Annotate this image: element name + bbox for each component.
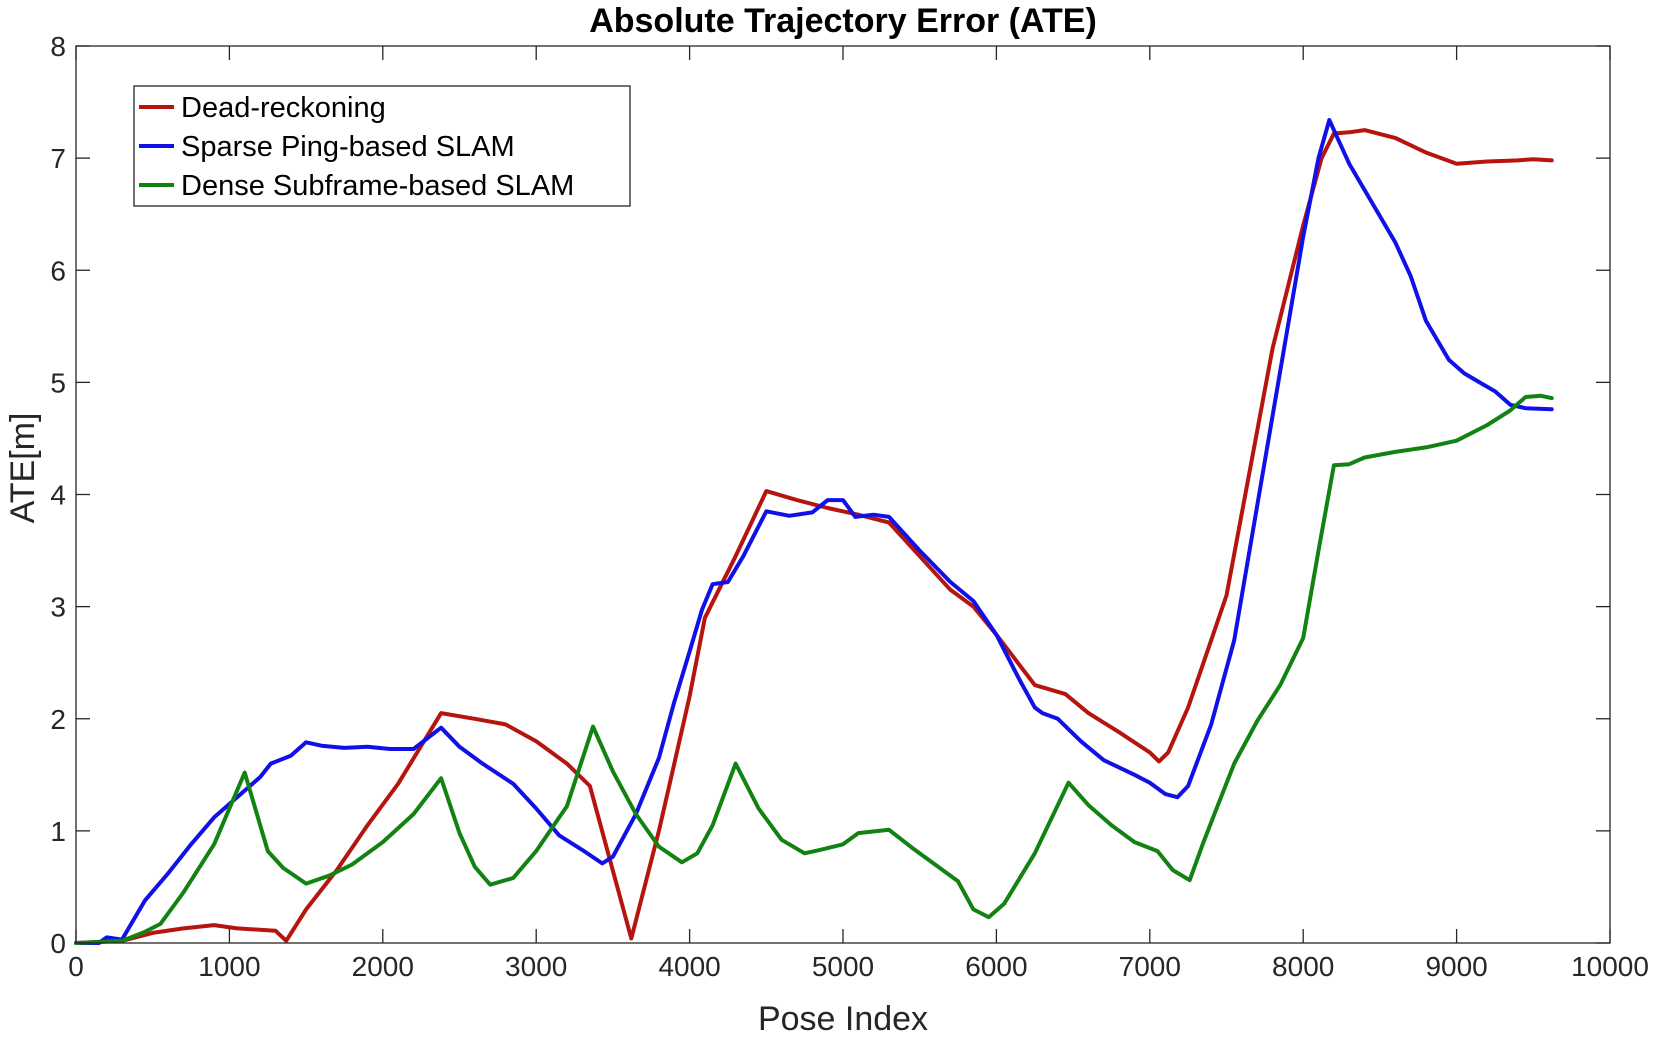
series-line-2 bbox=[74, 393, 1554, 945]
ticks-layer: 0 1000 2000 3000 4000 5000 6000 7000 8000 9000 100… bbox=[50, 31, 1649, 982]
y-tick-label-8: 8 bbox=[50, 31, 66, 62]
legend: Dead-reckoning Sparse Ping-based SLAM Dens… bbox=[133, 85, 631, 207]
legend-label-1: Sparse Ping-based SLAM bbox=[181, 131, 515, 163]
x-tick-label-3: 3000 bbox=[505, 951, 567, 982]
x-tick-label-4: 4000 bbox=[658, 951, 720, 982]
x-tick-label-8: 8000 bbox=[1272, 951, 1334, 982]
x-tick-label-9: 9000 bbox=[1425, 951, 1487, 982]
legend-label-0: Dead-reckoning bbox=[181, 92, 386, 124]
legend-label-2: Dense Subframe-based SLAM bbox=[181, 170, 574, 202]
y-tick-label-1: 1 bbox=[50, 816, 66, 847]
x-tick-label-5: 5000 bbox=[812, 951, 874, 982]
series-layer bbox=[74, 118, 1554, 945]
y-tick-label-0: 0 bbox=[50, 928, 66, 959]
x-tick-label-10: 10000 bbox=[1571, 951, 1649, 982]
legend-box bbox=[133, 85, 631, 207]
x-tick-label-1: 1000 bbox=[198, 951, 260, 982]
y-tick-label-6: 6 bbox=[50, 255, 66, 286]
y-tick-label-2: 2 bbox=[50, 704, 66, 735]
series-line-1 bbox=[74, 118, 1554, 945]
y-tick-label-5: 5 bbox=[50, 367, 66, 398]
series-line-0 bbox=[74, 128, 1554, 945]
x-tick-label-0: 0 bbox=[68, 951, 84, 982]
x-axis-label: Pose Index bbox=[758, 1000, 928, 1038]
y-tick-label-3: 3 bbox=[50, 592, 66, 623]
y-tick-label-4: 4 bbox=[50, 480, 66, 511]
y-tick-label-7: 7 bbox=[50, 143, 66, 174]
x-tick-label-7: 7000 bbox=[1119, 951, 1181, 982]
x-tick-label-2: 2000 bbox=[352, 951, 414, 982]
chart-title: Absolute Trajectory Error (ATE) bbox=[589, 2, 1097, 40]
y-axis-label: ATE[m] bbox=[4, 413, 42, 524]
x-tick-label-6: 6000 bbox=[965, 951, 1027, 982]
